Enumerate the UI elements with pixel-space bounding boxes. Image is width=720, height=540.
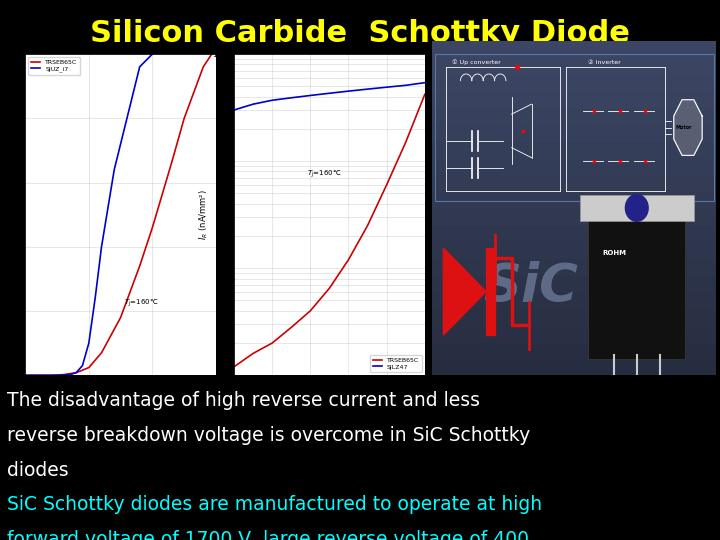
TRSEB65C [325, 285, 334, 292]
SJUZ_i7 [84, 340, 93, 347]
Bar [432, 141, 716, 158]
Text: Motor: Motor [675, 125, 692, 130]
Text: $T_J$=160℃: $T_J$=160℃ [307, 169, 341, 180]
Text: reverse breakdown voltage is overcome in SiC Schottky: reverse breakdown voltage is overcome in… [7, 426, 531, 445]
TRSEB65C [249, 350, 258, 357]
SJLZ47 [364, 86, 372, 92]
Bar [432, 292, 716, 308]
SJUZ_i7 [110, 166, 119, 173]
TRSEB65C [180, 115, 189, 122]
SJUZ_i7 [161, 44, 169, 51]
Bar [432, 258, 716, 275]
Bar [432, 158, 716, 174]
Line: TRSEB65C: TRSEB65C [25, 48, 216, 375]
SJUZ_i7 [97, 244, 106, 250]
FancyBboxPatch shape [580, 194, 693, 221]
Line: SJUZ_i7: SJUZ_i7 [25, 48, 165, 375]
SJUZ_i7 [122, 115, 131, 122]
Text: diodes: diodes [7, 461, 69, 480]
Line: SJLZ47: SJLZ47 [234, 83, 425, 110]
Bar [432, 359, 716, 375]
Bar [432, 325, 716, 342]
TRSEB65C [364, 222, 372, 229]
SJLZ47 [249, 101, 258, 107]
SJUZ_i7 [21, 372, 30, 379]
Bar [432, 57, 716, 74]
X-axis label: $V_f$ (V): $V_f$ (V) [109, 387, 132, 400]
SJUZ_i7 [53, 372, 61, 379]
SJLZ47 [344, 88, 353, 94]
Polygon shape [444, 248, 486, 335]
TRSEB65C [306, 308, 315, 314]
Bar [432, 40, 716, 57]
SJUZ_i7 [78, 362, 87, 369]
SJLZ47 [306, 92, 315, 99]
X-axis label: $V_R$ (V): $V_R$ (V) [316, 387, 343, 400]
SJUZ_i7 [91, 295, 99, 301]
TRSEB65C [97, 349, 106, 356]
Bar [432, 124, 716, 141]
SJLZ47 [402, 82, 410, 89]
TRSEB65C [135, 263, 144, 269]
SJUZ_i7 [148, 51, 157, 57]
Text: The disadvantage of high reverse current and less: The disadvantage of high reverse current… [7, 392, 480, 410]
Text: $T_J$=160℃: $T_J$=160℃ [125, 298, 159, 309]
Legend: TRSEB65C, SJUZ_i7: TRSEB65C, SJUZ_i7 [28, 57, 80, 75]
Text: ② Inverter: ② Inverter [588, 60, 621, 65]
TRSEB65C [21, 372, 30, 379]
Bar [432, 74, 716, 91]
SJUZ_i7 [72, 369, 81, 376]
Line: TRSEB65C: TRSEB65C [234, 94, 425, 367]
Polygon shape [674, 100, 702, 156]
Bar [432, 342, 716, 359]
Polygon shape [486, 248, 495, 335]
TRSEB65C [268, 340, 276, 346]
Bar [432, 174, 716, 191]
TRSEB65C [46, 372, 55, 379]
TRSEB65C [382, 181, 391, 188]
TRSEB65C [167, 160, 176, 166]
Y-axis label: $I_F$ (A/mm²): $I_F$ (A/mm²) [3, 192, 15, 237]
SJUZ_i7 [40, 372, 49, 379]
Y-axis label: $I_R$ (nA/mm²): $I_R$ (nA/mm²) [198, 189, 210, 240]
SJLZ47 [230, 107, 238, 113]
SJUZ_i7 [66, 372, 74, 378]
TRSEB65C [84, 364, 93, 371]
Text: SiC: SiC [483, 261, 578, 313]
SJLZ47 [268, 97, 276, 104]
FancyBboxPatch shape [588, 208, 685, 359]
TRSEB65C [72, 369, 81, 376]
SJLZ47 [325, 90, 334, 97]
Bar [432, 225, 716, 241]
Bar [432, 107, 716, 124]
TRSEB65C [402, 139, 410, 145]
TRSEB65C [344, 256, 353, 263]
SJUZ_i7 [135, 64, 144, 70]
Bar [432, 191, 716, 208]
TRSEB65C [230, 363, 238, 370]
SJLZ47 [287, 94, 296, 101]
Bar [432, 91, 716, 107]
SJLZ47 [420, 79, 429, 86]
Bar [432, 308, 716, 325]
TRSEB65C [148, 224, 157, 231]
Legend: TRSEB65C, SJLZ47: TRSEB65C, SJLZ47 [370, 355, 422, 372]
Bar [432, 241, 716, 258]
Text: Silicon Carbide  Schottky Diode: Silicon Carbide Schottky Diode [90, 19, 630, 48]
Bar [432, 208, 716, 225]
TRSEB65C [212, 44, 220, 51]
TRSEB65C [199, 64, 207, 70]
Circle shape [626, 194, 648, 221]
Text: ROHM: ROHM [603, 250, 626, 256]
TRSEB65C [420, 91, 429, 98]
TRSEB65C [59, 372, 68, 378]
TRSEB65C [117, 314, 125, 321]
Text: SiC Schottky diodes are manufactured to operate at high: SiC Schottky diodes are manufactured to … [7, 495, 542, 514]
SJLZ47 [382, 84, 391, 90]
Text: ① Up converter: ① Up converter [452, 59, 500, 65]
Bar [432, 275, 716, 292]
Text: forward voltage of 1700 V, large reverse voltage of 400: forward voltage of 1700 V, large reverse… [7, 530, 529, 540]
TRSEB65C [287, 324, 296, 330]
